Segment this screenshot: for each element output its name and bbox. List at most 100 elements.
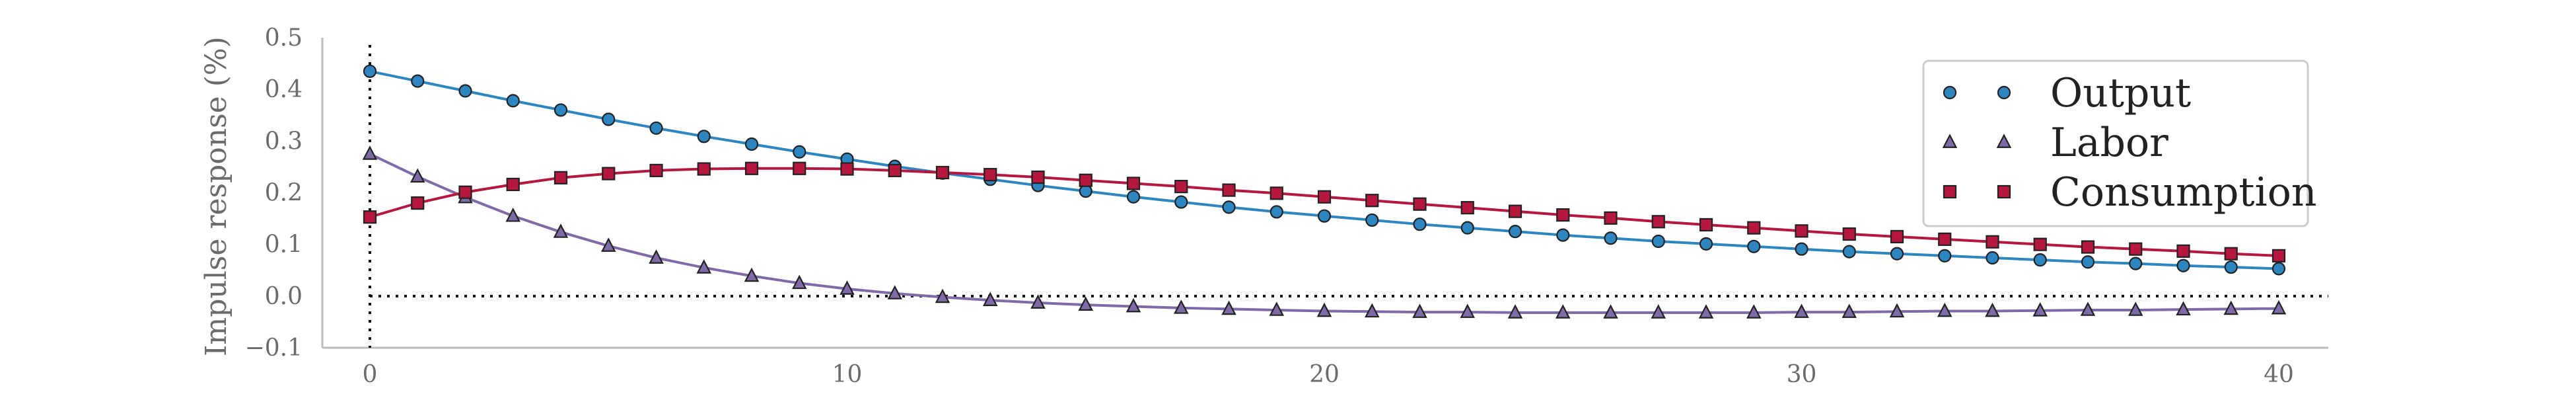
output-point [1747,239,1761,253]
output-point [1174,195,1188,209]
consumption-point [411,196,425,210]
consumption-point [602,167,616,180]
output-point [744,137,759,151]
y-tick-label: −0.1 [245,335,303,362]
reference-lines [369,45,2328,348]
x-tick-label: 40 [2264,361,2294,388]
legend-label-consumption: Consumption [2050,169,2316,216]
labor-point [649,249,664,264]
axes-layer: 0.5 0.4 0.3 0.2 0.1 0.0 −0.1 0 10 20 30 40 [245,24,2328,388]
consumption-point [1604,211,1618,225]
x-tick-label: 30 [1787,361,1817,388]
labor-point [791,274,807,290]
output-point [458,84,472,98]
consumption-point [1795,224,1808,238]
output-point [1986,251,1999,265]
output-point [363,64,377,78]
consumption-point [1556,208,1570,222]
consumption-point [2176,244,2190,258]
consumption-point [1174,180,1188,194]
labor-point [1746,304,1762,319]
labor-point [840,280,855,295]
legend-box [1922,60,2309,227]
labor-point [1173,300,1189,314]
labor-point [1507,304,1523,319]
output-point [2272,262,2286,276]
labor-point [410,168,425,183]
consumption-point [888,163,902,177]
output-point [506,94,520,108]
consumption-point [1842,227,1856,241]
consumption-point [2272,249,2286,262]
output-point [1651,234,1665,249]
labor-point [1412,303,1427,318]
labor-point [2176,301,2191,316]
labor-point [505,207,521,222]
labor-point [1126,298,1141,313]
labor-point [1555,304,1571,319]
labor-point [1221,300,1236,315]
consumption-point [1699,218,1713,232]
series-layer [362,64,2287,319]
labor-point [2080,301,2096,316]
consumption-point [1460,201,1474,215]
labor-point [362,145,378,160]
consumption-point [1508,204,1522,218]
x-tick-label: 10 [832,361,863,388]
y-tick-label: 0.4 [265,76,303,103]
output-point [1890,247,1904,260]
consumption-point [2129,242,2143,256]
output-point [2224,260,2238,274]
series-labor [362,145,2287,319]
labor-point [1460,303,1476,318]
output-point [2081,255,2095,269]
labor-point [1364,303,1380,318]
consumption-point [1413,197,1427,211]
labor-point [1985,302,2000,317]
output-point [1556,228,1570,242]
labor-point [696,259,712,274]
output-point [1413,218,1427,231]
y-tick-label: 0.3 [265,128,303,155]
consumption-point [1651,215,1665,229]
output-point [1317,209,1332,223]
y-tick-label: 0.1 [265,231,303,259]
labor-point [887,285,903,300]
output-point [1079,184,1092,198]
labor-point [982,292,998,306]
output-point [411,74,425,88]
output-point [1365,213,1379,227]
output-point [793,145,806,159]
labor-point [744,267,760,282]
consumption-point [363,210,377,224]
legend-marker-consumption [1997,184,2011,199]
labor-point [1842,303,1857,318]
consumption-point [2224,247,2238,260]
output-point [1126,190,1141,204]
consumption-point [1222,183,1236,197]
consumption-point [554,171,568,184]
labor-point [553,223,569,238]
series-consumption [363,161,2286,262]
output-point [1270,205,1283,219]
labor-point [1030,294,1046,309]
labor-point [1078,296,1094,311]
consumption-point [697,162,711,176]
output-point [1938,249,1952,262]
consumption-point [840,162,854,176]
consumption-point [2081,240,2095,254]
labor-point [1316,302,1332,317]
legend-marker-consumption [1943,184,1957,199]
output-point [1795,242,1808,256]
series-output [363,64,2286,276]
consumption-point [793,161,806,175]
output-point [2176,259,2190,272]
output-point [602,112,616,126]
consumption-point [1270,186,1283,200]
x-tick-label: 0 [363,361,378,388]
consumption-point [1986,235,1999,249]
output-point [2129,257,2143,270]
